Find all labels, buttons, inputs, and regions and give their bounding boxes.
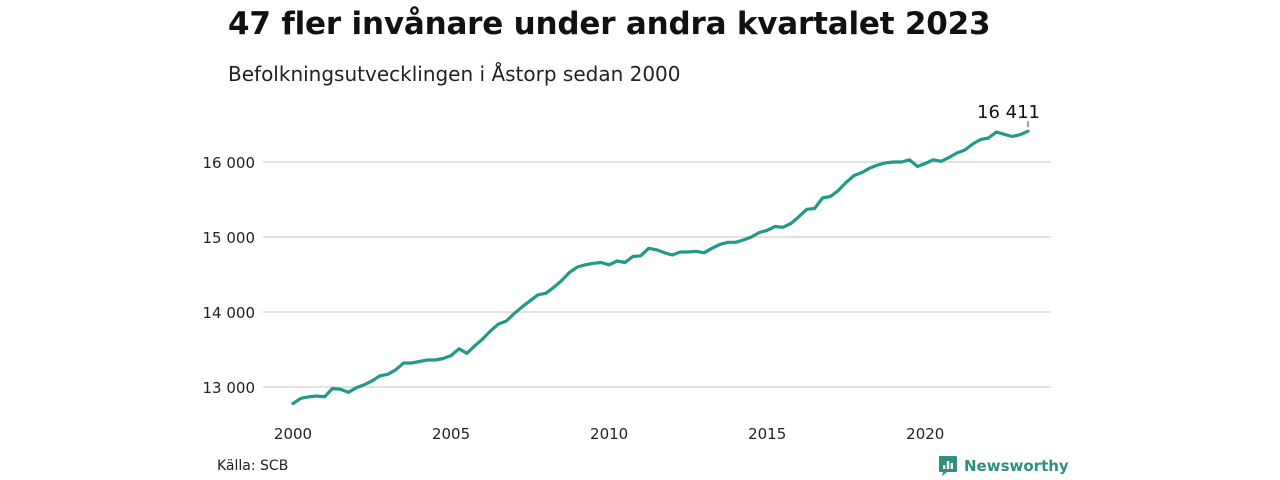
x-tick-label: 2005 (432, 425, 470, 443)
last-value-label: 16 411 (977, 102, 1040, 123)
y-tick-label: 16 000 (203, 154, 256, 172)
chart-subtitle: Befolkningsutvecklingen i Åstorp sedan 2… (228, 62, 681, 86)
brand-logo: Newsworthy (938, 455, 1069, 477)
annotation-layer: 16 411 (977, 102, 1040, 128)
y-axis-ticks: 13 000 14 000 15 000 16 000 (203, 154, 256, 397)
chart-title: 47 fler invånare under andra kvartalet 2… (228, 6, 991, 42)
grid-lines (263, 161, 1051, 388)
series-line (291, 129, 1030, 406)
x-tick-label: 2010 (590, 425, 628, 443)
y-tick-label: 15 000 (203, 229, 256, 247)
x-axis-ticks: 2000 2005 2010 2015 2020 (274, 425, 944, 443)
x-tick-label: 2000 (274, 425, 312, 443)
y-tick-label: 14 000 (203, 304, 256, 322)
newsworthy-logo-icon (939, 456, 957, 476)
x-tick-label: 2015 (748, 425, 786, 443)
x-tick-label: 2020 (906, 425, 944, 443)
y-tick-label: 13 000 (203, 379, 256, 397)
source-note: Källa: SCB (217, 458, 289, 474)
series-layer (291, 129, 1030, 406)
brand-name: Newsworthy (964, 457, 1069, 475)
